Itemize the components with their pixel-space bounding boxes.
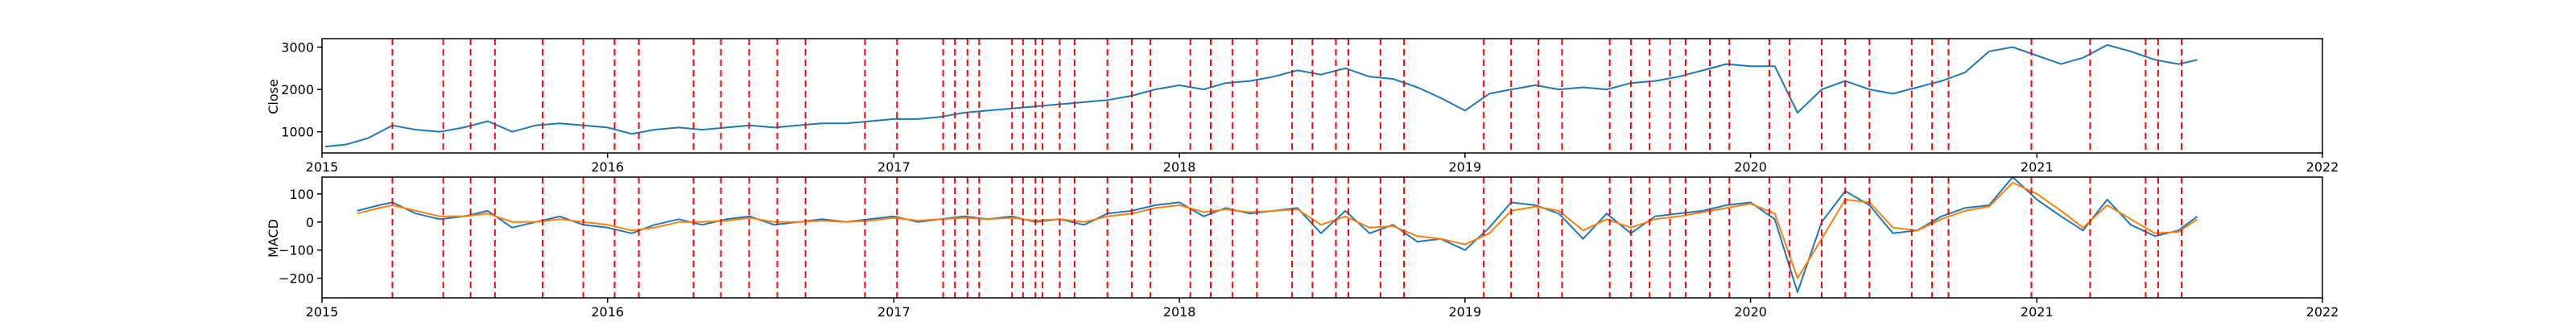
macd-x-tick-label: 2021 <box>2021 304 2054 320</box>
close-x-tick-label: 2015 <box>306 159 339 175</box>
macd-x-tick-label: 2016 <box>591 304 624 320</box>
close-series-line <box>324 43 2198 148</box>
close-axes-frame <box>321 38 2323 154</box>
close-x-tick-label: 2022 <box>2306 159 2339 175</box>
close-plot-area <box>324 39 2198 153</box>
close-y-tick-label: 1000 <box>281 125 314 140</box>
macd-panel: MACD 2015 2016 2017 2018 2019 2020 2021 2022 −20… <box>266 176 2339 320</box>
close-y-axis-label: Close <box>266 79 281 114</box>
macd-x-tick-label: 2017 <box>877 304 910 320</box>
signal-series-line <box>357 182 2198 279</box>
close-y-tick-label: 2000 <box>281 82 314 97</box>
close-x-tick-label: 2016 <box>591 159 624 175</box>
macd-x-tick-label: 2019 <box>1449 304 1482 320</box>
macd-x-tick-label: 2018 <box>1163 304 1196 320</box>
macd-x-tick-label: 2015 <box>306 304 339 320</box>
macd-y-tick-label: −200 <box>279 271 314 287</box>
close-x-tick-label: 2021 <box>2021 159 2054 175</box>
close-x-tick-label: 2019 <box>1449 159 1482 175</box>
macd-y-tick-label: −100 <box>279 243 314 258</box>
close-x-tick-label: 2017 <box>877 159 910 175</box>
macd-axes-frame <box>321 176 2323 299</box>
close-y-tick-label: 3000 <box>281 40 314 56</box>
macd-y-tick-label: 0 <box>306 215 314 230</box>
macd-y-axis-label: MACD <box>266 219 281 258</box>
close-x-tick-label: 2018 <box>1163 159 1196 175</box>
close-panel: Close 2015 2016 2017 2018 2019 2020 2021 2022 10… <box>266 38 2339 175</box>
macd-x-tick-label: 2022 <box>2306 304 2339 320</box>
macd-x-tick-label: 2020 <box>1734 304 1767 320</box>
macd-y-tick-label: 100 <box>289 187 314 202</box>
close-x-tick-label: 2020 <box>1734 159 1767 175</box>
macd-plot-area <box>357 176 2198 298</box>
